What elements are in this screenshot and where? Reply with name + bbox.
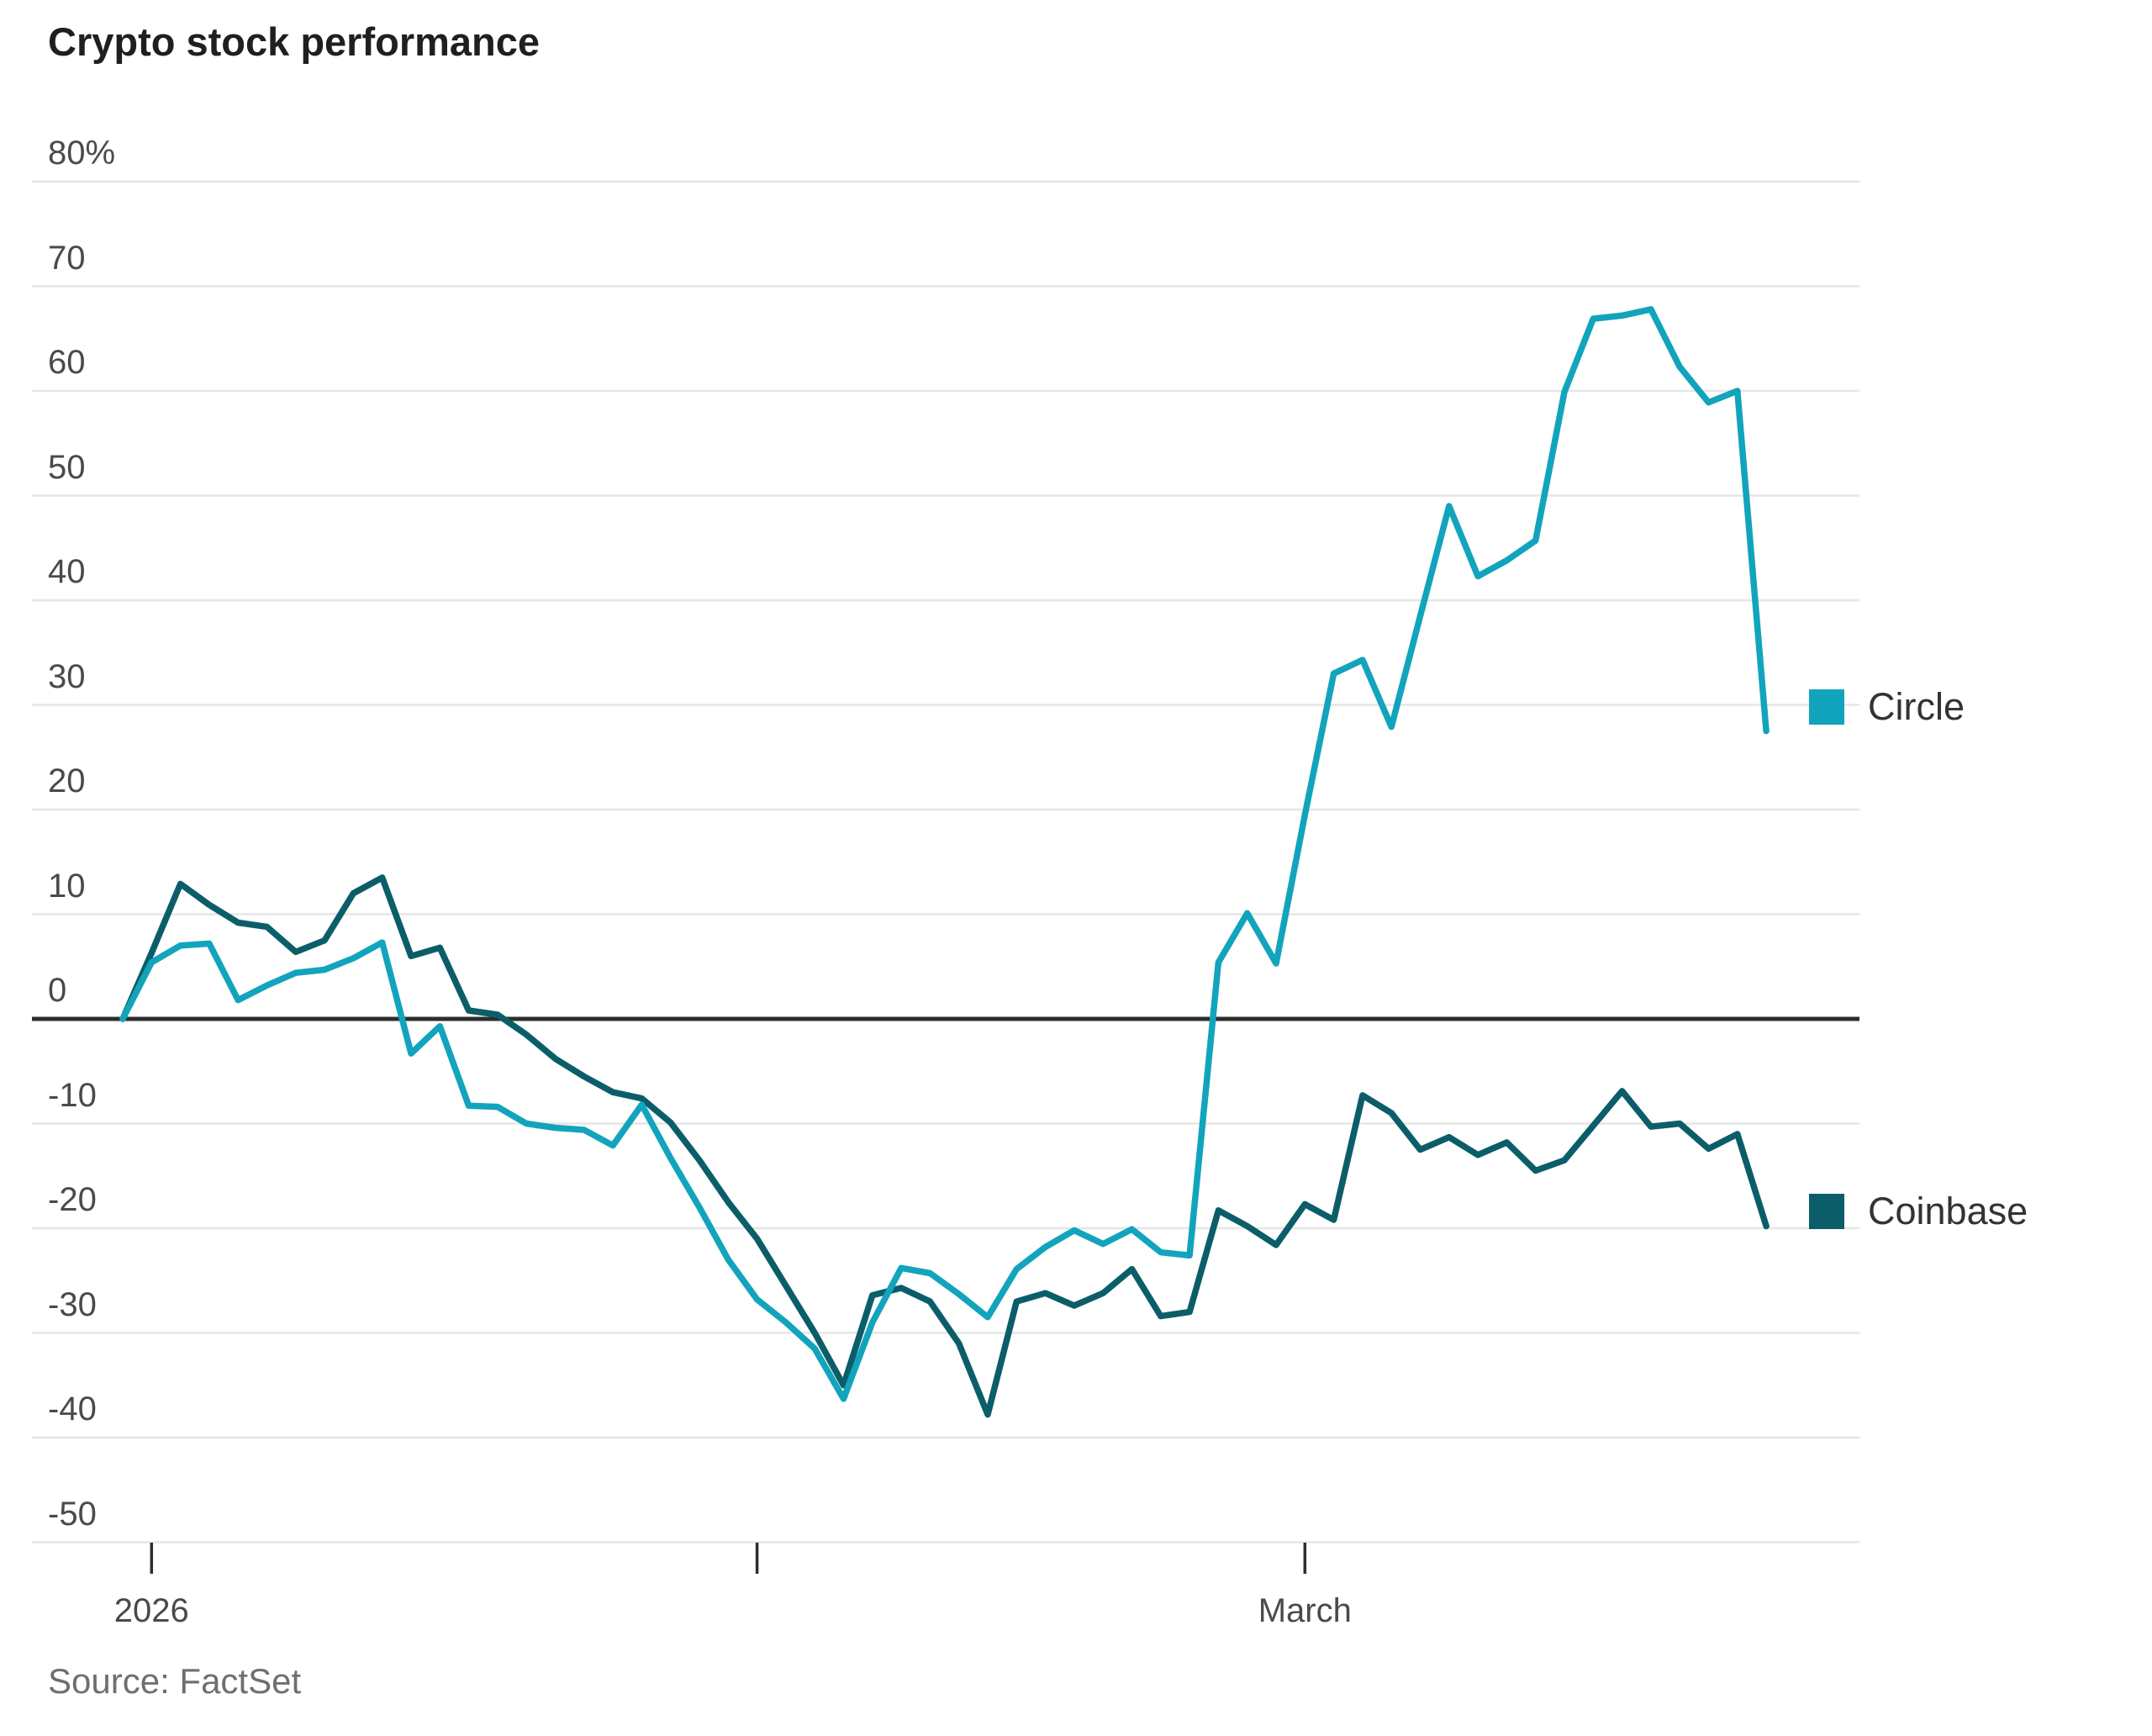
legend-item-circle: Circle bbox=[1809, 683, 1965, 731]
legend-swatch-icon bbox=[1809, 1194, 1844, 1229]
y-axis-label: -20 bbox=[48, 1181, 97, 1218]
legend-swatch-icon bbox=[1809, 689, 1844, 725]
series-line-circle bbox=[119, 306, 1770, 1402]
y-axis-label: -30 bbox=[48, 1285, 97, 1323]
y-axis-label: 10 bbox=[48, 867, 86, 905]
y-axis-label: 40 bbox=[48, 553, 86, 590]
x-axis-tick-marks bbox=[150, 1543, 1307, 1574]
y-axis-label: 20 bbox=[48, 762, 86, 799]
y-axis-label: 70 bbox=[48, 239, 86, 277]
y-axis-label: 80% bbox=[48, 135, 116, 171]
gridlines bbox=[32, 180, 1859, 1543]
y-axis-label: -10 bbox=[48, 1076, 97, 1114]
y-axis-label: 0 bbox=[48, 972, 67, 1009]
legend-label: Circle bbox=[1868, 685, 1965, 728]
series-lines bbox=[119, 306, 1770, 1418]
legend-label: Coinbase bbox=[1868, 1190, 2028, 1232]
source-note: Source: FactSet bbox=[48, 1661, 302, 1701]
y-axis-label: 50 bbox=[48, 448, 86, 486]
chart-title: Crypto stock performance bbox=[48, 19, 541, 64]
series-line-coinbase bbox=[119, 874, 1770, 1418]
x-axis-label: March bbox=[1258, 1592, 1352, 1629]
y-axis-label: 30 bbox=[48, 657, 86, 695]
x-axis-label: 2026 bbox=[113, 1592, 189, 1629]
y-axis-label: -50 bbox=[48, 1495, 97, 1533]
y-axis-label: 60 bbox=[48, 344, 86, 381]
y-axis-label: -40 bbox=[48, 1390, 97, 1427]
legend-item-coinbase: Coinbase bbox=[1809, 1188, 2028, 1235]
